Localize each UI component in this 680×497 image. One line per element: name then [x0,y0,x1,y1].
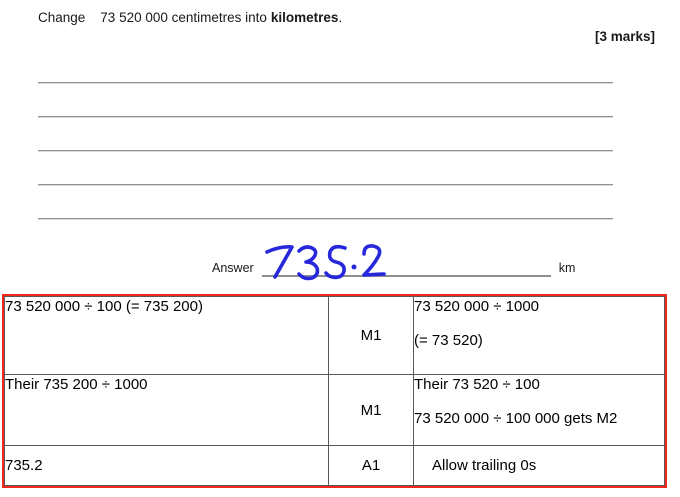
scheme-row-3: 735.2 A1 Allow trailing 0s [4,445,665,486]
mark-scheme-table: 73 520 000 ÷ 100 (= 735 200) M1 73 520 0… [4,296,665,486]
question-text: Change 73 520 000 centimetres into kilomet… [38,10,655,26]
working-text: Their 735 200 ÷ 1000 [5,376,148,393]
marks-label: [3 marks] [594,29,655,44]
working-line-5[interactable] [38,218,613,220]
mark-code: A1 [361,457,381,474]
handwritten-answer [264,244,386,281]
note-line: (= 73 520) [414,332,483,349]
working-line-2[interactable] [38,116,613,118]
working-area [38,82,613,220]
question-unit-bold: kilometres [270,10,339,25]
answer-label: Answer [212,261,254,275]
mark-code: M1 [360,401,382,419]
question-period: . [338,10,343,25]
mark-code: M1 [360,327,382,344]
note-line: Allow trailing 0s [432,457,537,474]
note-line: 73 520 000 ÷ 1000 [414,298,540,315]
working-line-4[interactable] [38,184,613,186]
working-text: 73 520 000 ÷ 100 (= 735 200) [5,298,203,315]
note-line: Their 73 520 ÷ 100 [414,376,540,393]
scheme-working-cell: Their 735 200 ÷ 1000 [4,374,329,446]
scheme-notes-cell: Allow trailing 0s [413,445,665,486]
handwritten-digit-3 [296,245,319,281]
worksheet-page: Change 73 520 000 centimetres into kilomet… [0,10,680,497]
scheme-row-1: 73 520 000 ÷ 100 (= 735 200) M1 73 520 0… [4,296,665,375]
handwritten-digit-5 [323,244,347,280]
scheme-mark-cell: M1 [328,296,414,375]
handwritten-digit-2 [361,244,386,277]
working-text: 735.2 [5,457,43,474]
working-line-1[interactable] [38,82,613,84]
scheme-mark-cell: M1 [328,374,414,446]
working-line-3[interactable] [38,150,613,152]
answer-blank[interactable] [261,244,551,281]
scheme-notes-cell: 73 520 000 ÷ 1000 (= 73 520) [413,296,665,375]
handwritten-decimal-point [351,264,357,270]
scheme-working-cell: 73 520 000 ÷ 100 (= 735 200) [4,296,329,375]
scheme-notes-cell: Their 73 520 ÷ 100 73 520 000 ÷ 100 000 … [413,374,665,446]
scheme-row-2: Their 735 200 ÷ 1000 M1 Their 73 520 ÷ 1… [4,374,665,446]
scheme-mark-cell: A1 [328,445,414,486]
note-line: 73 520 000 ÷ 100 000 gets M2 [414,410,618,427]
handwritten-digit-7 [264,245,294,279]
answer-unit: km [558,261,576,275]
answer-row: Answer km [212,244,680,281]
scheme-working-cell: 735.2 [4,445,329,486]
question-verb: Change [38,10,86,25]
question-body: 73 520 000 centimetres into [100,10,267,25]
mark-scheme-highlight-box: 73 520 000 ÷ 100 (= 735 200) M1 73 520 0… [2,294,667,488]
marks-badge: [3 marks] [0,29,655,45]
